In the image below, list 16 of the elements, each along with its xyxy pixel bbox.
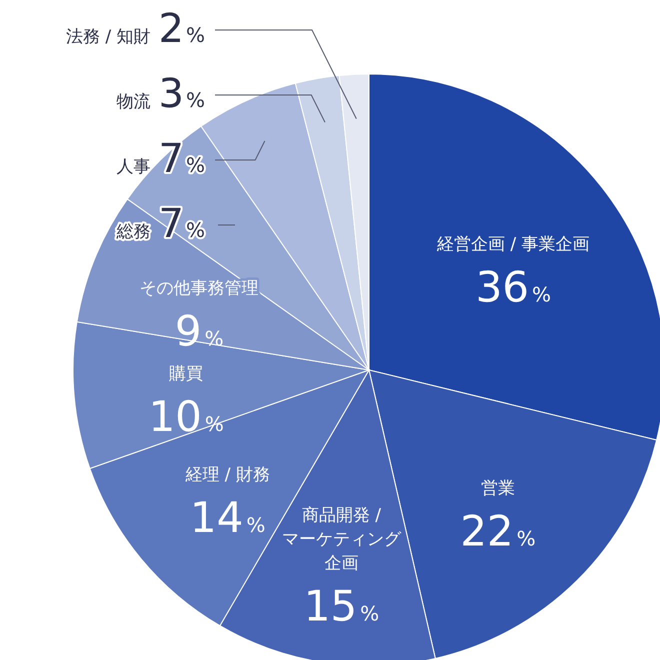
slice-label: 営業 xyxy=(480,478,515,499)
data-label: 2% xyxy=(158,6,205,52)
slice-label: 商品開発 / マーケティング企画 xyxy=(282,505,402,574)
data-label: 14% xyxy=(190,492,266,542)
slice-label: 物流 xyxy=(116,92,151,112)
slice-label: 法務 / 知財 xyxy=(66,27,151,47)
slice-label: 経営企画 / 事業企画 xyxy=(436,234,590,255)
data-label: 22% xyxy=(460,506,536,556)
slice-label: 購買 xyxy=(169,364,204,384)
slice-label: 経理 / 財務 xyxy=(184,464,270,485)
data-label: 15% xyxy=(304,581,380,630)
slice-label: 総務 xyxy=(116,222,151,242)
slice-label: 人事 xyxy=(116,157,151,177)
data-label: 36% xyxy=(476,262,552,312)
data-label: 7% xyxy=(158,136,205,182)
data-label: 3% xyxy=(158,71,205,117)
